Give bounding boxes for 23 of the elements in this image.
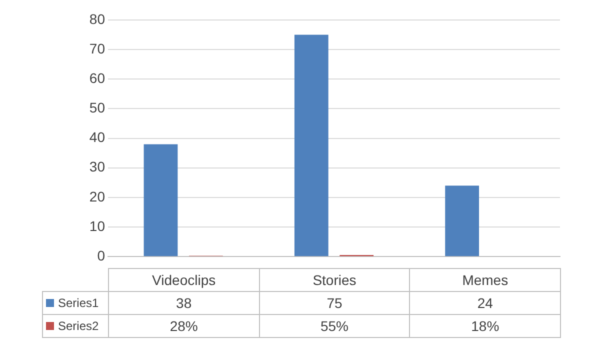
data-label: 75 — [259, 292, 410, 314]
data-label: 55% — [259, 314, 410, 338]
bar — [144, 144, 178, 256]
legend-label: Series2 — [58, 319, 99, 333]
y-tick-label: 0 — [97, 247, 106, 264]
y-tick-label: 60 — [89, 70, 106, 86]
y-tick-label: 50 — [89, 100, 106, 116]
bar — [294, 34, 328, 256]
data-label: 38 — [108, 292, 260, 314]
data-label: 28% — [108, 314, 260, 338]
y-tick-label: 30 — [89, 158, 106, 175]
data-label: 24 — [410, 292, 560, 314]
x-tick-label: Videoclips — [108, 268, 260, 292]
bar — [445, 186, 480, 256]
y-tick-label: 20 — [89, 188, 106, 204]
x-tick-label: Stories — [259, 268, 410, 292]
y-tick-label: 70 — [89, 40, 106, 56]
y-tick-label: 40 — [89, 129, 106, 146]
legend-label: Series1 — [58, 296, 99, 310]
x-tick-label: Memes — [410, 268, 560, 292]
data-label: 18% — [410, 314, 560, 338]
y-tick-label: 80 — [89, 10, 106, 27]
y-tick-label: 10 — [89, 218, 106, 234]
